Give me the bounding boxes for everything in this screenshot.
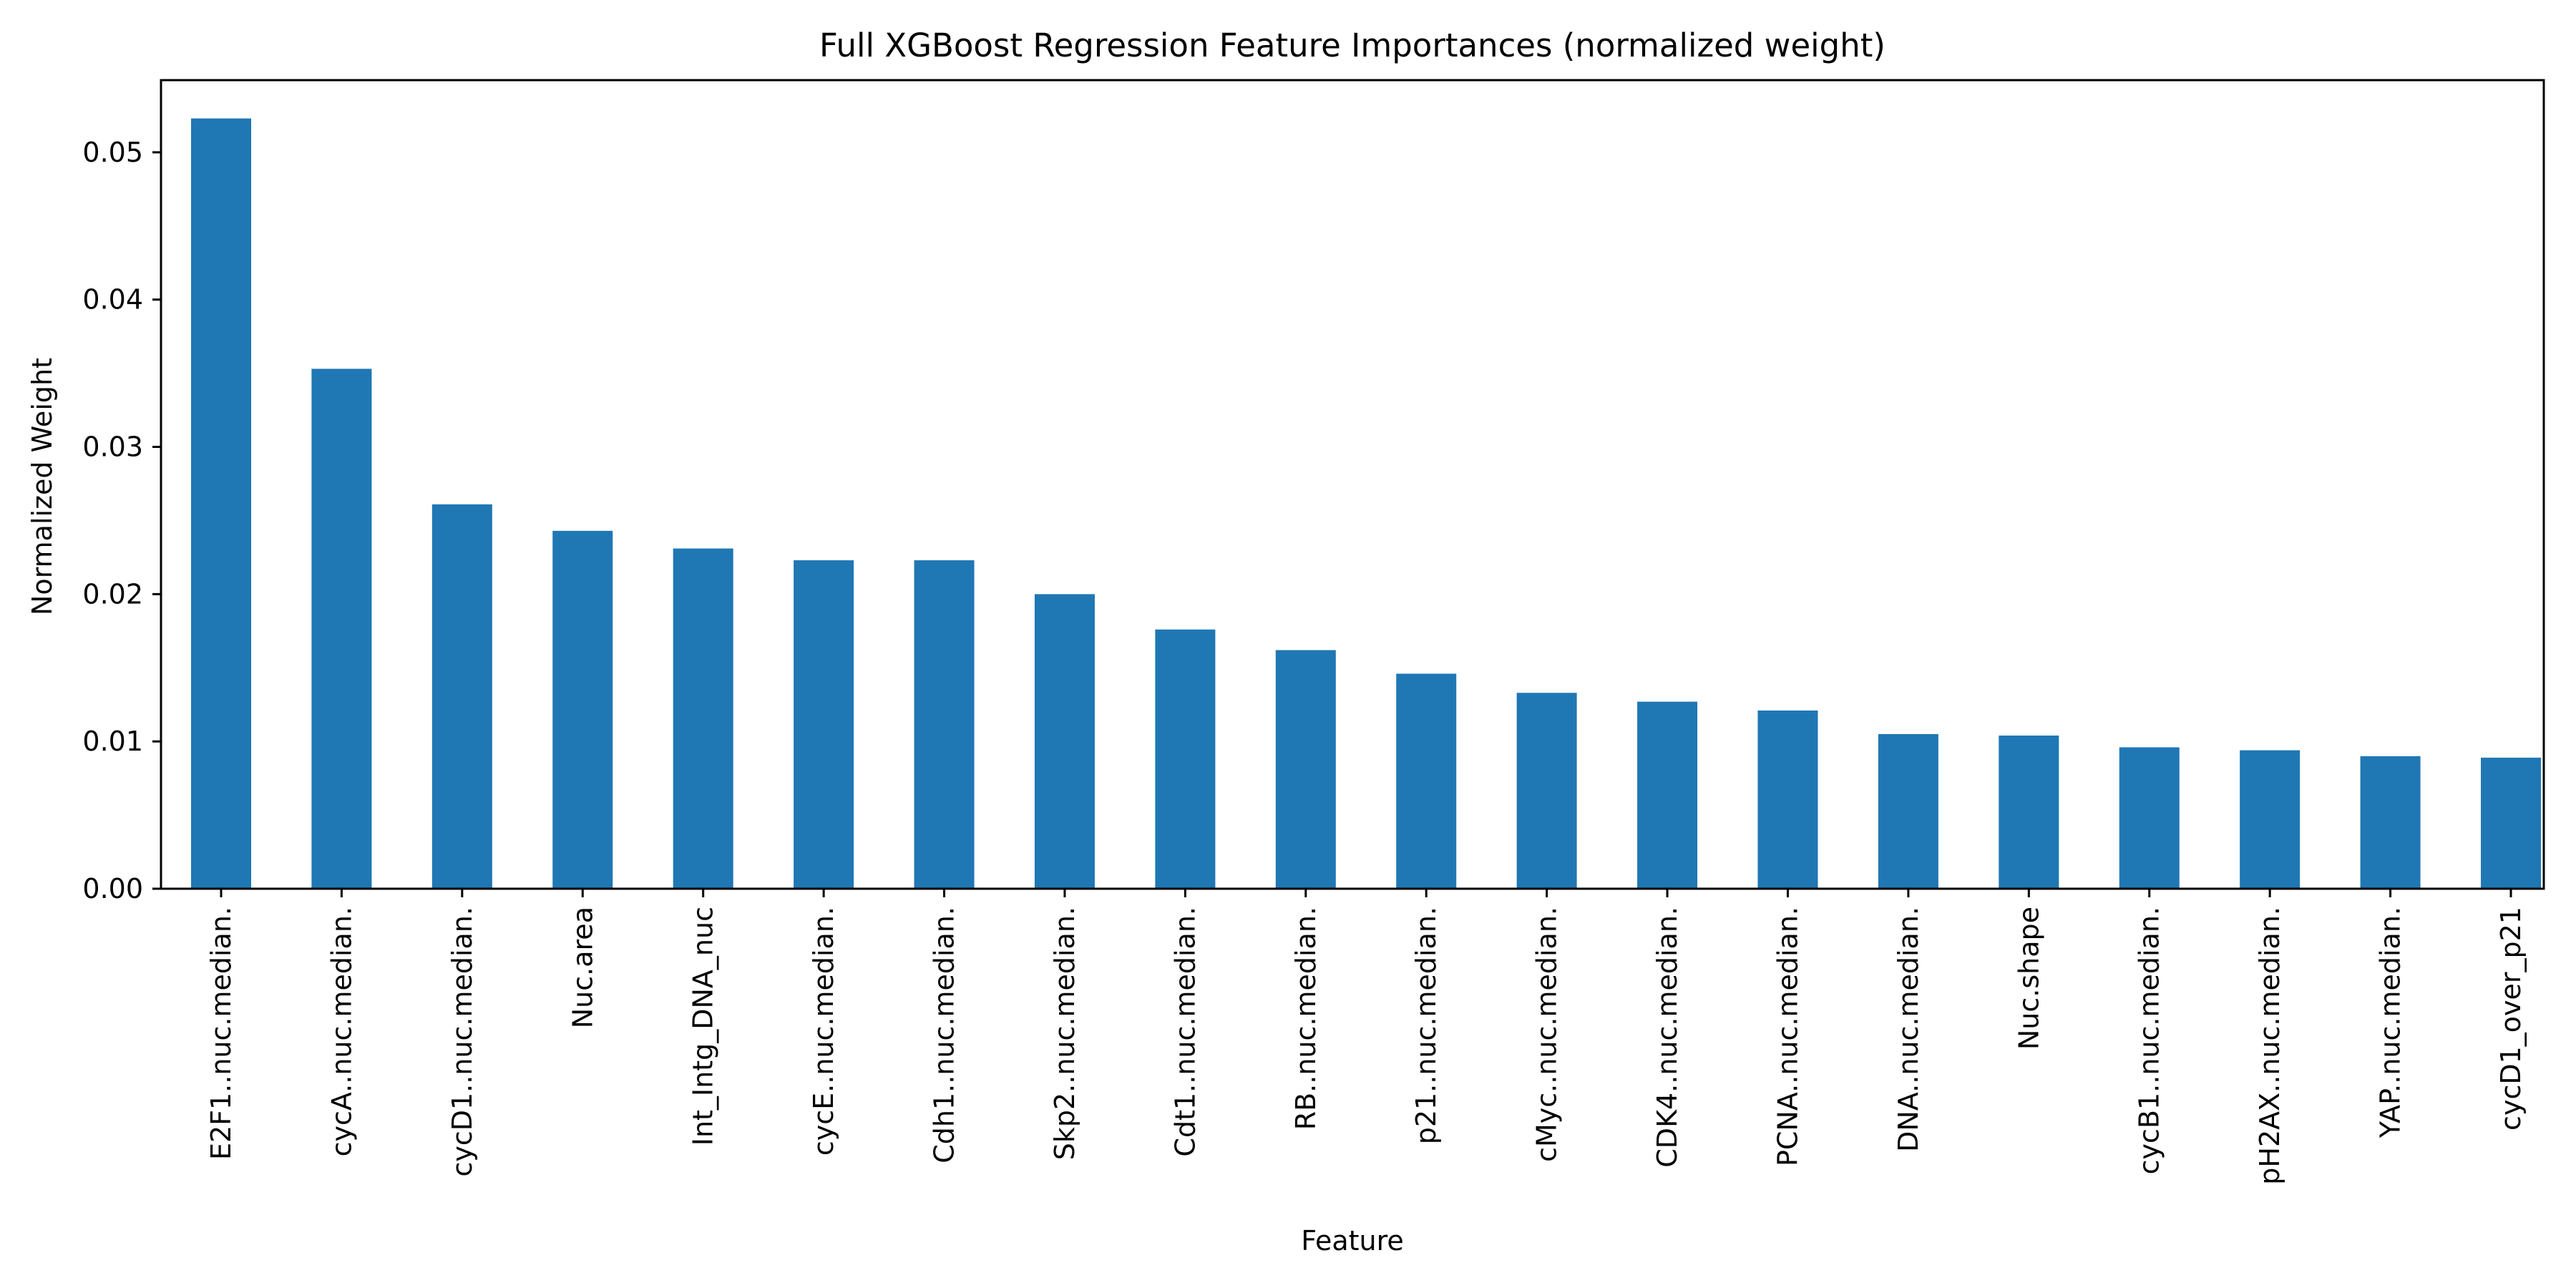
bar (191, 118, 251, 889)
bar (2119, 747, 2180, 889)
bar (1155, 629, 1216, 889)
x-tick-label: pH2AX..nuc.median. (2254, 907, 2285, 1185)
bar (1757, 710, 1818, 889)
x-tick-label: Cdt1..nuc.median. (1169, 907, 1201, 1157)
y-tick-label: 0.05 (82, 137, 143, 168)
bar (1275, 650, 1336, 889)
y-axis: 0.00 0.01 0.02 0.03 0.04 0.05 (82, 137, 161, 904)
x-tick-label: PCNA..nuc.median. (1772, 907, 1803, 1166)
x-tick-label: Cdh1..nuc.median. (929, 907, 960, 1163)
x-tick-label: E2F1..nuc.median. (205, 907, 237, 1160)
bar (1878, 733, 1938, 889)
x-tick-label: p21..nuc.median. (1410, 907, 1442, 1144)
bar (1999, 735, 2059, 889)
y-tick-label: 0.02 (82, 578, 143, 610)
bar (1034, 594, 1095, 889)
x-axis: E2F1..nuc.median. cycA..nuc.median. cycD1.… (205, 889, 2527, 1185)
bar (2240, 750, 2301, 889)
x-tick-label: Nuc.area (567, 907, 598, 1028)
y-tick-label: 0.00 (82, 873, 143, 904)
bar (552, 530, 613, 889)
y-tick-label: 0.01 (82, 726, 143, 757)
chart-title: Full XGBoost Regression Feature Importan… (819, 26, 1885, 64)
bar (431, 504, 492, 889)
bar (2481, 757, 2541, 889)
bar (794, 560, 854, 889)
x-tick-label: Int_Intg_DNA_nuc (688, 907, 719, 1146)
bar (1516, 693, 1577, 889)
bar (673, 548, 733, 889)
y-tick-label: 0.03 (82, 431, 143, 463)
y-axis-label: Normalized Weight (26, 358, 58, 615)
x-tick-label: cycE..nuc.median. (808, 907, 839, 1156)
x-tick-label: CDK4..nuc.median. (1652, 907, 1683, 1168)
x-tick-label: YAP..nuc.median. (2375, 907, 2406, 1138)
y-tick-label: 0.04 (82, 284, 143, 316)
x-axis-label: Feature (1301, 1225, 1404, 1257)
x-tick-label: DNA..nuc.median. (1893, 907, 1924, 1152)
x-tick-label: cycB1..nuc.median. (2134, 907, 2165, 1174)
x-tick-label: RB..nuc.median. (1290, 907, 1322, 1130)
bar (311, 369, 372, 889)
x-tick-label: Skp2..nuc.median. (1049, 907, 1080, 1160)
bar (1637, 701, 1698, 889)
x-tick-label: cycD1_over_p21 (2495, 907, 2527, 1131)
bar (2360, 756, 2421, 889)
plot-frame (160, 79, 2545, 890)
bars-layer (191, 118, 2541, 889)
x-tick-label: cMyc..nuc.median. (1531, 907, 1563, 1162)
x-tick-label: Nuc.shape (2013, 907, 2044, 1050)
x-tick-label: cycA..nuc.median. (326, 907, 357, 1156)
bar (914, 560, 975, 889)
bar (1396, 673, 1457, 889)
x-tick-label: cycD1..nuc.median. (447, 907, 478, 1177)
